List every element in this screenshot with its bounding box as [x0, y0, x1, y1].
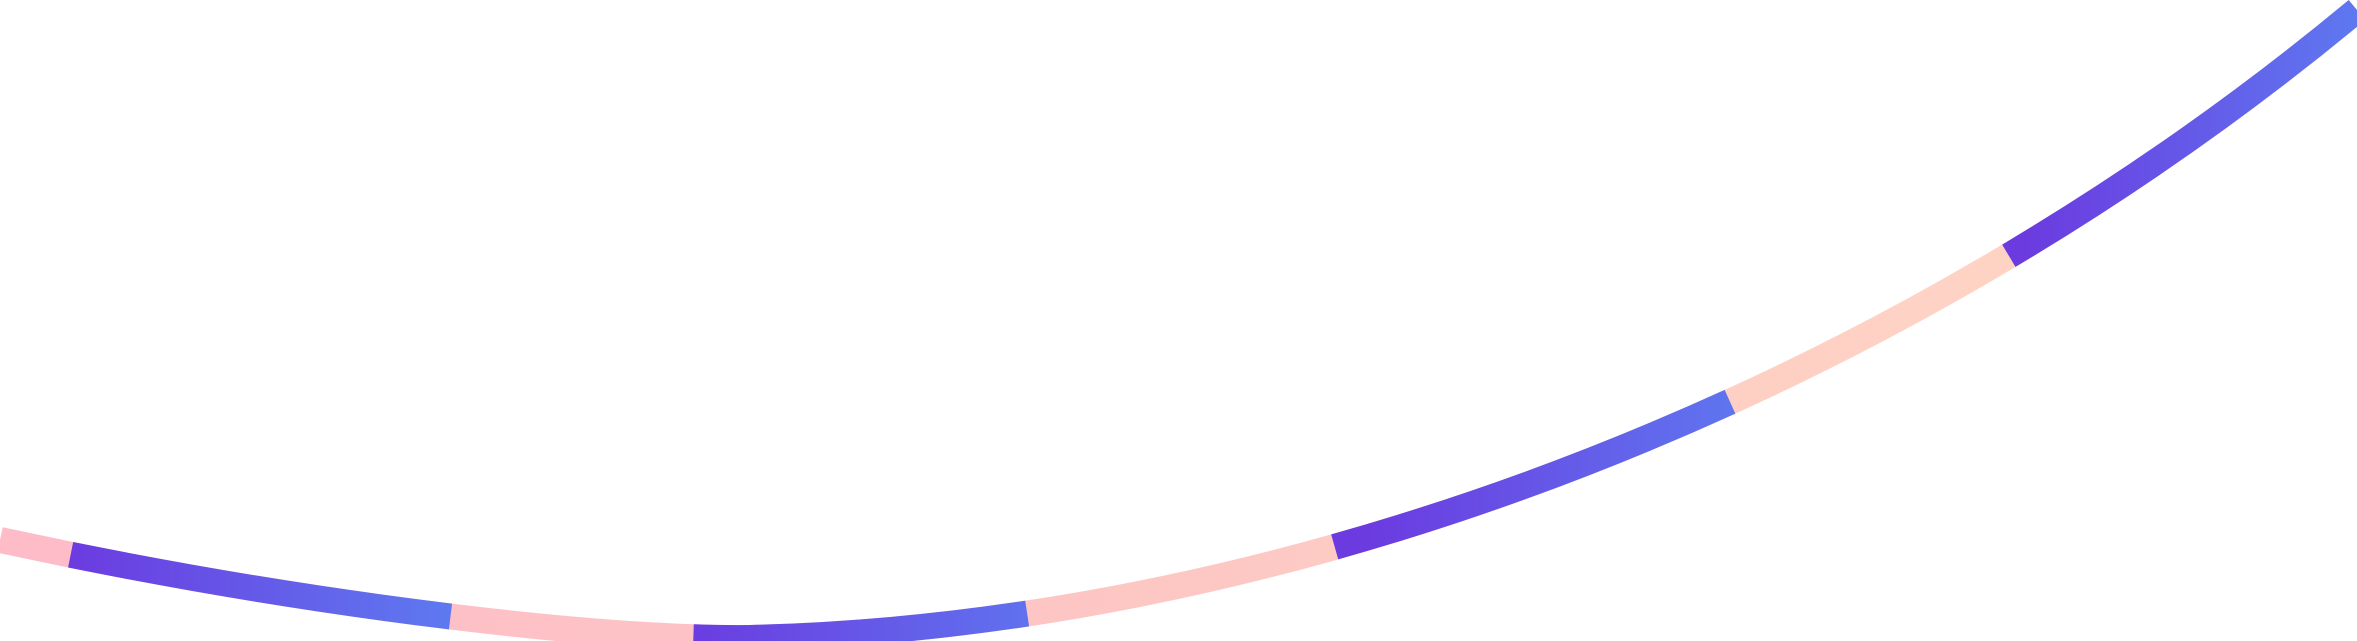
curve-segment	[0, 0, 2357, 641]
curve-segment	[0, 0, 2357, 641]
decorative-curve	[0, 0, 2357, 641]
page	[0, 0, 2357, 641]
curve-segment	[0, 0, 2357, 641]
curve-segment	[0, 0, 2357, 641]
curve-group	[0, 0, 2357, 641]
curve-base	[0, 0, 2357, 641]
